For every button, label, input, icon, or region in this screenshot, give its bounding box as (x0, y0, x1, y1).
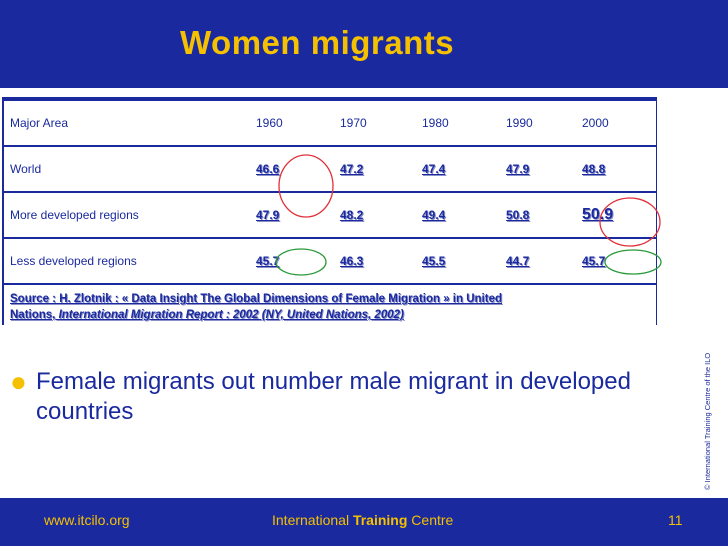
source-citation: Source : H. Zlotnik : « Data Insight The… (4, 285, 656, 329)
source-line-2-italic: International Migration Report : 2002 (N… (58, 309, 404, 321)
slide-title: Women migrants (180, 24, 455, 61)
bullet-point: ● Female migrants out number male migran… (10, 367, 650, 427)
header-1970: 1970 (334, 101, 416, 145)
migration-table: Major Area 1960 1970 1980 1990 2000 Worl… (2, 97, 657, 329)
copyright-vertical: © International Training Centre of the I… (703, 352, 712, 490)
table-cell: 50.8 (500, 193, 576, 237)
table-row: World 46.6 47.2 47.4 47.9 48.8 (4, 147, 656, 191)
header-1960: 1960 (250, 101, 334, 145)
row-label-world: World (4, 147, 250, 191)
table-cell: 47.9 (500, 147, 576, 191)
header-1980: 1980 (416, 101, 500, 145)
page-number: 11 (668, 512, 683, 528)
table-cell: 47.2 (334, 147, 416, 191)
table-cell: 45.7 (576, 239, 656, 283)
table-cell-highlight: 50.9 (576, 193, 656, 237)
source-line-2-prefix: Nations, (10, 309, 59, 321)
table-cell: 47.9 (250, 193, 334, 237)
table-source-row: Source : H. Zlotnik : « Data Insight The… (4, 285, 656, 329)
footer-bar: www.itcilo.org International Training Ce… (0, 498, 728, 546)
header-1990: 1990 (500, 101, 576, 145)
table-cell: 45.5 (416, 239, 500, 283)
table-cell: 48.2 (334, 193, 416, 237)
table-row: Less developed regions 45.7 46.3 45.5 44… (4, 239, 656, 283)
footer-centre-name: International Training Centre (272, 512, 453, 528)
footer-centre-suffix: Centre (407, 512, 454, 528)
footer-url-link[interactable]: www.itcilo.org (44, 512, 130, 528)
row-label-less-developed: Less developed regions (4, 239, 250, 283)
source-line-1: Source : H. Zlotnik : « Data Insight The… (10, 293, 502, 305)
table-cell: 48.8 (576, 147, 656, 191)
footer-centre-bold: Training (352, 512, 408, 528)
table-cell: 46.3 (334, 239, 416, 283)
table-cell: 44.7 (500, 239, 576, 283)
bullet-text: Female migrants out number male migrant … (36, 368, 631, 425)
row-label-more-developed: More developed regions (4, 193, 250, 237)
table-header-row: Major Area 1960 1970 1980 1990 2000 (4, 101, 656, 145)
bullet-dot-icon: ● (10, 366, 27, 397)
table-row: More developed regions 47.9 48.2 49.4 50… (4, 193, 656, 237)
table-cell: 49.4 (416, 193, 500, 237)
table-cell: 45.7 (250, 239, 334, 283)
footer-centre-prefix: International (272, 512, 353, 528)
header-major-area: Major Area (4, 101, 250, 145)
header-bar: Women migrants (0, 0, 728, 88)
header-2000: 2000 (576, 101, 656, 145)
table-cell: 46.6 (250, 147, 334, 191)
table-cell: 47.4 (416, 147, 500, 191)
